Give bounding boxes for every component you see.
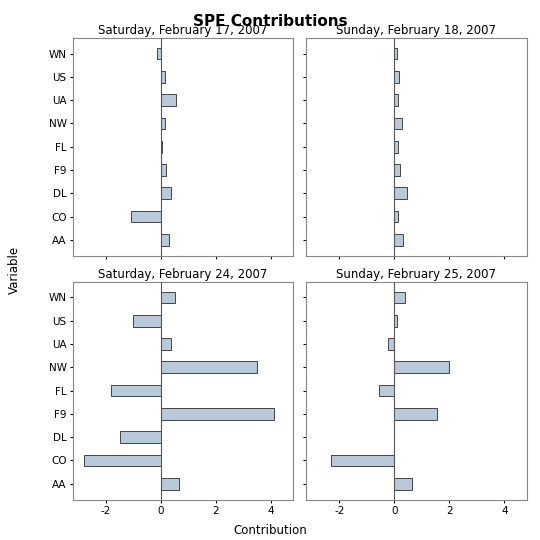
Bar [388, 338, 394, 350]
Bar [161, 71, 165, 83]
Bar [161, 478, 179, 490]
Bar [161, 408, 274, 420]
Bar [394, 71, 400, 83]
Bar [111, 385, 161, 396]
Bar [394, 234, 403, 246]
Bar [379, 385, 394, 396]
Bar [394, 211, 397, 222]
Text: SPE Contributions: SPE Contributions [193, 14, 347, 29]
Title: Saturday, February 24, 2007: Saturday, February 24, 2007 [98, 267, 268, 281]
Bar [394, 118, 402, 129]
Bar [120, 431, 161, 443]
Bar [394, 361, 449, 373]
Bar [394, 478, 412, 490]
Text: Variable: Variable [8, 246, 21, 294]
Bar [161, 361, 258, 373]
Title: Sunday, February 18, 2007: Sunday, February 18, 2007 [336, 24, 496, 37]
Bar [394, 94, 397, 106]
Bar [161, 234, 169, 246]
Bar [394, 315, 397, 327]
Text: Contribution: Contribution [233, 523, 307, 537]
Bar [161, 187, 171, 199]
Bar [131, 211, 161, 222]
Bar [161, 94, 176, 106]
Bar [161, 292, 175, 303]
Bar [394, 408, 437, 420]
Bar [394, 164, 401, 176]
Title: Saturday, February 17, 2007: Saturday, February 17, 2007 [98, 24, 268, 37]
Bar [161, 164, 166, 176]
Bar [394, 187, 407, 199]
Bar [331, 455, 394, 467]
Bar [133, 315, 161, 327]
Bar [394, 48, 397, 59]
Bar [161, 338, 171, 350]
Title: Sunday, February 25, 2007: Sunday, February 25, 2007 [336, 267, 496, 281]
Bar [394, 141, 397, 152]
Bar [157, 48, 161, 59]
Bar [394, 292, 406, 303]
Bar [161, 118, 165, 129]
Bar [84, 455, 161, 467]
